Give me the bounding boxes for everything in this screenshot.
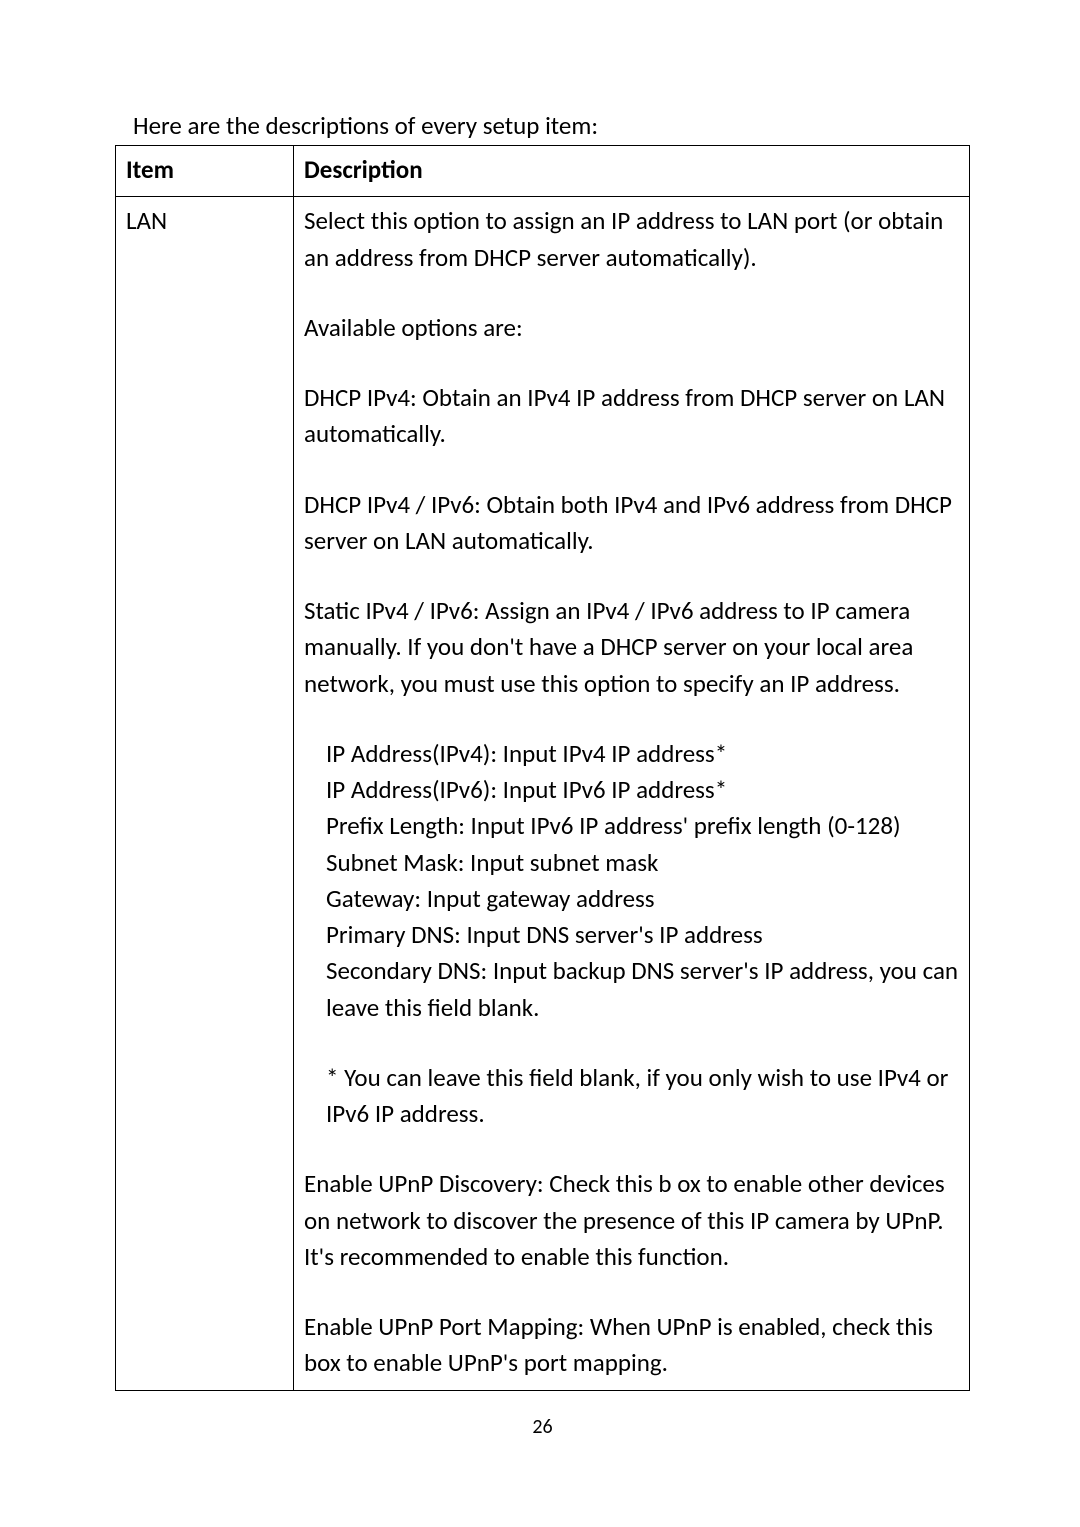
desc-paragraph: Enable UPnP Discovery: Check this b ox t… xyxy=(304,1166,959,1275)
list-item: Gateway: Input gateway address xyxy=(326,881,959,917)
desc-paragraph: Select this option to assign an IP addre… xyxy=(304,203,959,276)
list-item: Secondary DNS: Input backup DNS server's… xyxy=(326,953,959,1026)
desc-paragraph: DHCP IPv4: Obtain an IPv4 IP address fro… xyxy=(304,380,959,453)
desc-note: * You can leave this field blank, if you… xyxy=(304,1060,959,1133)
intro-text: Here are the descriptions of every setup… xyxy=(133,110,970,141)
note-text: * You can leave this field blank, if you… xyxy=(326,1060,959,1133)
cell-item: LAN xyxy=(116,197,294,1390)
desc-paragraph: Static IPv4 / IPv6: Assign an IPv4 / IPv… xyxy=(304,593,959,702)
setup-table: Item Description LAN Select this option … xyxy=(115,145,970,1391)
page-number: 26 xyxy=(115,1415,970,1439)
list-item: Primary DNS: Input DNS server's IP addre… xyxy=(326,917,959,953)
desc-sublist: IP Address(IPv4): Input IPv4 IP address*… xyxy=(304,736,959,1026)
desc-paragraph: DHCP IPv4 / IPv6: Obtain both IPv4 and I… xyxy=(304,487,959,560)
cell-description: Select this option to assign an IP addre… xyxy=(294,197,970,1390)
desc-paragraph: Enable UPnP Port Mapping: When UPnP is e… xyxy=(304,1309,959,1382)
header-item: Item xyxy=(116,146,294,197)
header-description: Description xyxy=(294,146,970,197)
page-container: Here are the descriptions of every setup… xyxy=(0,0,1080,1469)
list-item: Subnet Mask: Input subnet mask xyxy=(326,845,959,881)
list-item: IP Address(IPv4): Input IPv4 IP address* xyxy=(326,736,959,772)
table-header-row: Item Description xyxy=(116,146,970,197)
list-item: IP Address(IPv6): Input IPv6 IP address* xyxy=(326,772,959,808)
list-item: Prefix Length: Input IPv6 IP address' pr… xyxy=(326,808,959,844)
table-row: LAN Select this option to assign an IP a… xyxy=(116,197,970,1390)
desc-paragraph: Available options are: xyxy=(304,310,959,346)
